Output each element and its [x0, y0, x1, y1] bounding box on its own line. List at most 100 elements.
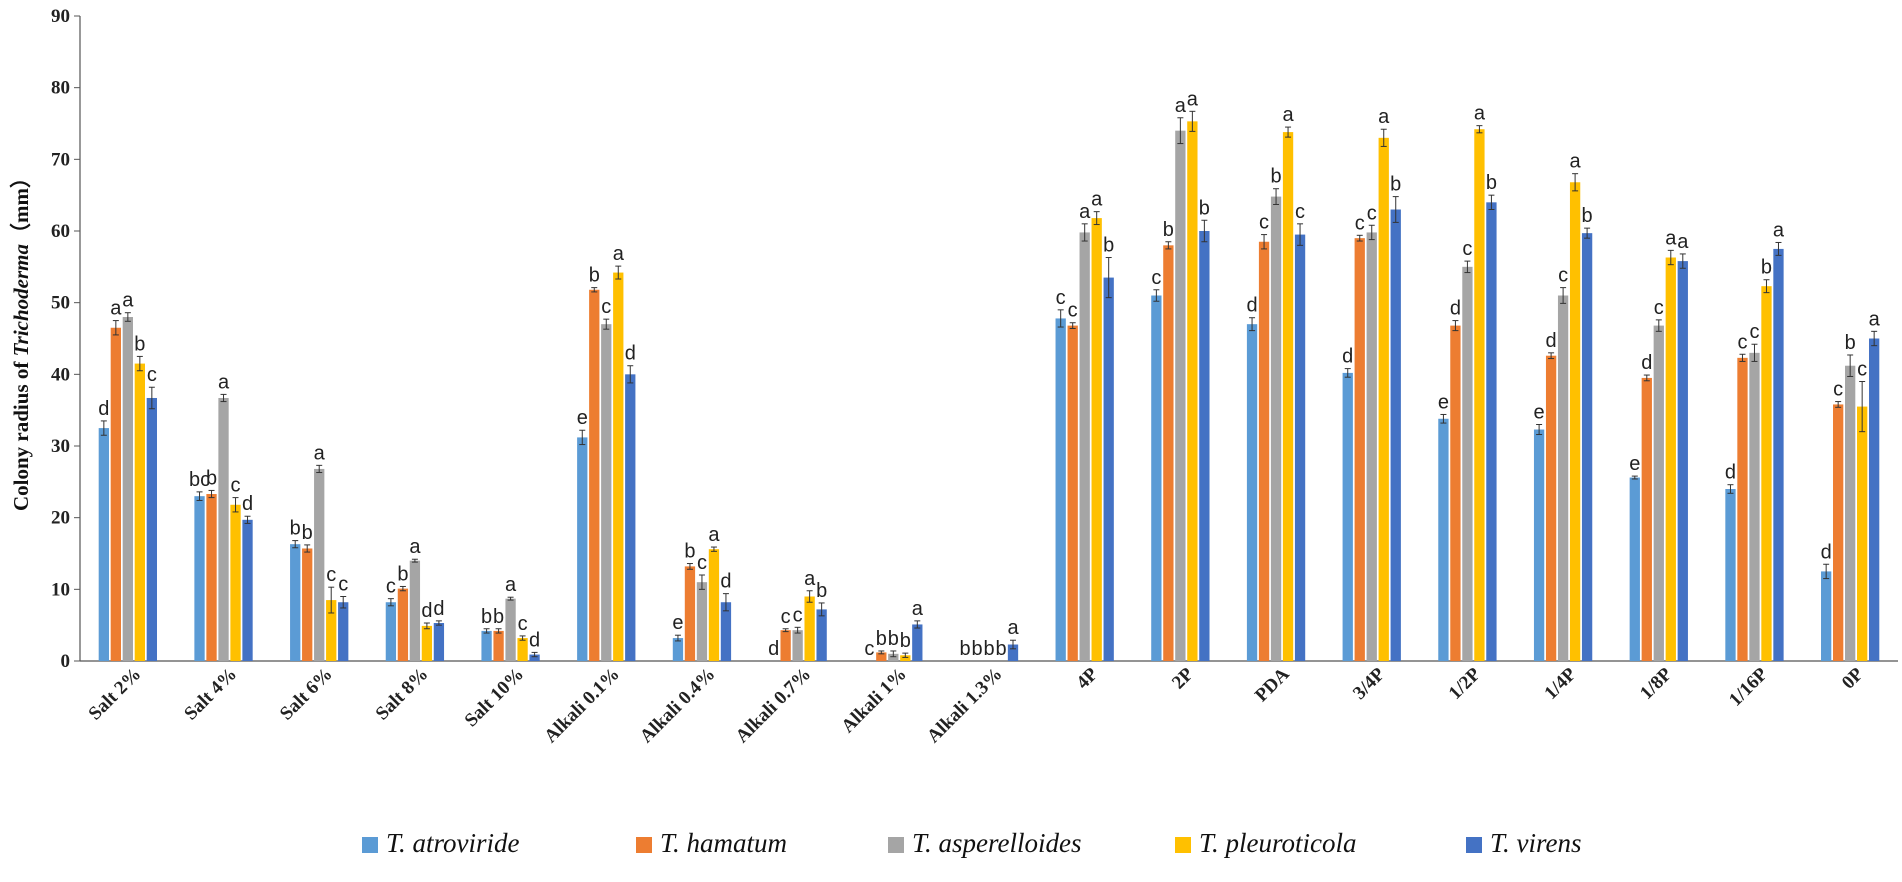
- bar: [122, 317, 133, 661]
- significance-label: a: [122, 290, 134, 312]
- significance-label: c: [1737, 331, 1747, 353]
- bar: [1557, 295, 1569, 661]
- legend-swatch: [362, 837, 378, 853]
- significance-label: a: [1570, 151, 1582, 173]
- significance-label: b: [1582, 205, 1593, 227]
- bar: [1294, 234, 1306, 662]
- bar: [1773, 248, 1784, 661]
- bar: [577, 437, 588, 661]
- bar: [1725, 489, 1736, 661]
- legend-swatch: [1175, 837, 1191, 853]
- significance-label: b: [1486, 172, 1497, 194]
- legend-label: T. pleuroticola: [1199, 828, 1357, 858]
- legend-label: T. virens: [1490, 828, 1582, 858]
- significance-label: c: [601, 296, 611, 318]
- significance-label: b: [397, 563, 408, 585]
- legend-label: T. atroviride: [386, 828, 520, 858]
- significance-label: c: [1857, 359, 1867, 381]
- significance-label: a: [1007, 617, 1019, 639]
- significance-label: a: [1175, 95, 1187, 117]
- significance-label: b: [971, 638, 982, 660]
- x-tick-label: Alkali 0.4%: [636, 664, 720, 748]
- bar: [326, 600, 337, 661]
- significance-label: d: [625, 343, 636, 365]
- bar: [338, 602, 349, 661]
- significance-label: b: [1163, 219, 1174, 241]
- bar: [1569, 182, 1581, 661]
- bar: [1462, 266, 1473, 661]
- bar: [601, 324, 612, 661]
- bar: [1151, 295, 1162, 661]
- x-tick-label: 1/4P: [1540, 663, 1581, 704]
- significance-label: c: [147, 364, 157, 386]
- bar: [1103, 277, 1114, 661]
- y-tick-label: 30: [51, 436, 70, 457]
- significance-label: d: [529, 629, 540, 651]
- bar: [1749, 352, 1760, 661]
- bar: [1833, 404, 1844, 661]
- x-tick-label: 1/16P: [1725, 663, 1772, 710]
- x-tick-label: 2P: [1168, 663, 1198, 693]
- bar: [1342, 372, 1353, 661]
- bar: [1079, 232, 1090, 661]
- bar: [242, 519, 253, 661]
- significance-label: c: [1068, 300, 1078, 322]
- bar: [98, 428, 109, 661]
- significance-label: c: [1367, 202, 1377, 224]
- significance-label: e: [1534, 402, 1545, 424]
- bar: [816, 609, 827, 661]
- significance-label: d: [1246, 295, 1257, 317]
- significance-label: a: [1282, 104, 1294, 126]
- significance-label: d: [242, 493, 253, 515]
- bar: [206, 494, 217, 661]
- significance-label: d: [1450, 298, 1461, 320]
- significance-label: c: [793, 604, 803, 626]
- significance-label: c: [518, 613, 528, 635]
- bar: [1366, 232, 1377, 661]
- bar: [493, 630, 504, 661]
- bar: [302, 548, 313, 661]
- significance-label: b: [206, 467, 217, 489]
- bar: [409, 560, 421, 661]
- significance-label: d: [433, 598, 444, 620]
- significance-label: b: [302, 522, 313, 544]
- bar: [1641, 377, 1652, 661]
- bar: [1653, 325, 1664, 661]
- bar: [1845, 365, 1856, 661]
- bar: [589, 289, 600, 661]
- bar: [876, 652, 887, 661]
- bar: [696, 582, 708, 661]
- bar: [421, 625, 433, 661]
- y-tick-label: 60: [51, 221, 70, 242]
- significance-label: b: [684, 541, 695, 563]
- significance-label: b: [589, 265, 600, 287]
- significance-label: a: [1187, 88, 1199, 110]
- bar: [1438, 418, 1449, 661]
- x-tick-label: 3/4P: [1349, 663, 1390, 704]
- significance-label: c: [1462, 238, 1472, 260]
- bar: [1091, 218, 1102, 661]
- significance-label: b: [1845, 332, 1856, 354]
- significance-label: b: [995, 638, 1006, 660]
- significance-label: a: [1091, 189, 1103, 211]
- significance-label: bc: [189, 469, 210, 491]
- bar: [1665, 257, 1676, 661]
- significance-label: c: [781, 606, 791, 628]
- y-tick-label: 0: [61, 651, 71, 672]
- bar: [385, 602, 397, 661]
- significance-label: c: [338, 574, 348, 596]
- significance-label: c: [1749, 321, 1759, 343]
- significance-label: b: [876, 628, 887, 650]
- significance-label: c: [864, 638, 874, 660]
- bar: [720, 602, 732, 661]
- bar: [505, 598, 516, 661]
- significance-label: d: [1342, 346, 1353, 368]
- y-tick-label: 70: [51, 149, 70, 170]
- bar: [900, 655, 911, 661]
- significance-label: c: [231, 475, 241, 497]
- significance-label: a: [708, 524, 720, 546]
- bar: [146, 397, 157, 661]
- bar: [1282, 132, 1294, 662]
- significance-label: b: [888, 628, 899, 650]
- bar: [804, 596, 815, 661]
